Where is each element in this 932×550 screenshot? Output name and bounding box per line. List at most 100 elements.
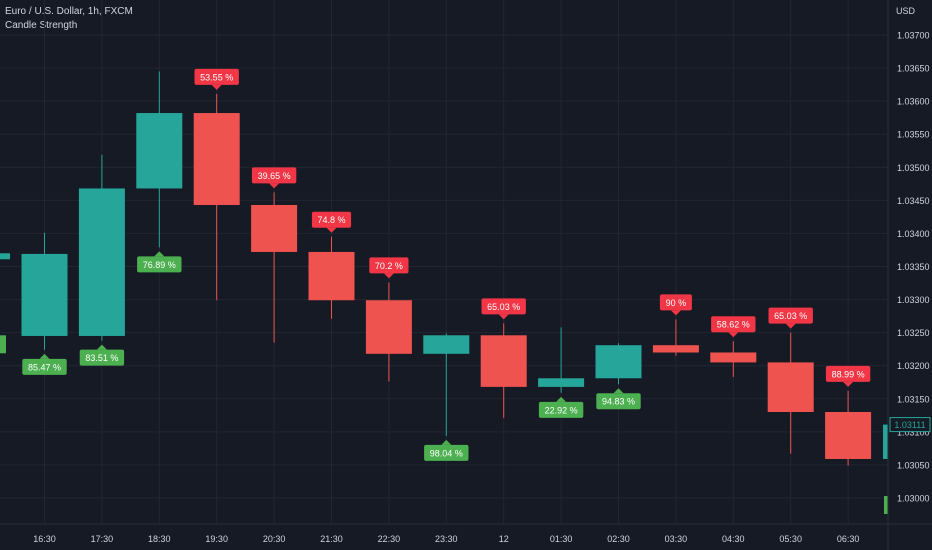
- y-tick-label: 1.03650: [897, 64, 930, 74]
- strength-label-arrow: [154, 251, 165, 257]
- strength-label: 85.47 %: [22, 353, 67, 375]
- strength-label-text: 90 %: [666, 298, 687, 308]
- strength-label-box: [79, 349, 125, 366]
- y-axis-ticks: 1.03000 1.03050 1.03100 1.03150 1.03200 1.032…: [897, 31, 930, 504]
- strength-label-box: [22, 358, 67, 375]
- x-tick-label: 21:30: [320, 534, 343, 544]
- strength-label-box: [137, 256, 182, 273]
- candle-body[interactable]: [78, 188, 125, 336]
- y-tick-label: 1.03500: [897, 163, 930, 173]
- strength-label-arrow: [39, 353, 50, 359]
- strength-label-text: 76.89 %: [143, 260, 176, 270]
- strength-label: 39.65 %: [251, 167, 297, 189]
- y-tick-label: 1.03000: [897, 494, 930, 504]
- x-axis-ticks: 16:30 17:30 18:30 19:30 20:30 21:30 22:30 23:30…: [33, 534, 859, 544]
- strength-label: 65.03 %: [481, 298, 526, 320]
- candle-body[interactable]: [21, 253, 68, 336]
- candle-body[interactable]: [652, 345, 699, 353]
- candle-body[interactable]: [710, 352, 757, 363]
- y-tick-label: 1.03150: [897, 394, 930, 404]
- indicator-name: Candle Strength: [5, 20, 78, 31]
- candle-body[interactable]: [538, 378, 585, 387]
- y-tick-label: 1.03550: [897, 130, 930, 140]
- x-tick-label: 01:30: [550, 534, 573, 544]
- strength-label-text: 22.92 %: [545, 405, 578, 415]
- x-tick-label: 19:30: [205, 534, 228, 544]
- strength-label-text: 53.55 %: [200, 72, 233, 82]
- edge-strength-label-right: [884, 496, 888, 515]
- strength-label: 90 %: [659, 294, 692, 316]
- x-tick-label: 02:30: [607, 534, 630, 544]
- y-tick-label: 1.03100: [897, 427, 930, 437]
- x-tick-label: 03:30: [665, 534, 688, 544]
- y-tick-label: 1.03400: [897, 229, 930, 239]
- strength-label-box: [659, 294, 692, 311]
- candle-body[interactable]: [423, 335, 470, 354]
- x-tick-label: 04:30: [722, 534, 745, 544]
- x-tick-label: 16:30: [33, 534, 56, 544]
- y-tick-label: 1.03600: [897, 97, 930, 107]
- edge-strength-label-left: [0, 335, 6, 354]
- strength-label-box: [768, 307, 813, 324]
- strength-label-text: 98.04 %: [430, 448, 463, 458]
- strength-label-arrow: [211, 84, 222, 90]
- x-tick-label: 20:30: [263, 534, 286, 544]
- strength-label-arrow: [326, 227, 337, 233]
- strength-label-arrow: [613, 388, 624, 394]
- strength-label-box: [711, 316, 756, 333]
- currency-label: USD: [896, 6, 916, 16]
- strength-label-text: 74.8 %: [317, 215, 345, 225]
- x-tick-label: 12: [499, 534, 509, 544]
- strength-label-text: 94.83 %: [602, 397, 635, 407]
- strength-label: 88.99 %: [825, 365, 871, 387]
- strength-label-arrow: [556, 396, 567, 402]
- y-tick-label: 1.03700: [897, 31, 930, 41]
- candle-body[interactable]: [480, 335, 527, 387]
- x-tick-label: 18:30: [148, 534, 171, 544]
- x-tick-label: 06:30: [837, 534, 860, 544]
- candle-body[interactable]: [825, 412, 872, 459]
- chart-title: Euro / U.S. Dollar, 1h, FXCM: [5, 6, 133, 17]
- last-price-text: 1.03111: [894, 420, 925, 430]
- strength-labels: 85.47 % 83.51 % 76.89 % 53.55 % 39.65 % 74.8 …: [22, 68, 871, 461]
- grid-lines: [0, 0, 888, 524]
- candle-body[interactable]: [193, 113, 240, 205]
- strength-label-arrow: [785, 323, 796, 329]
- candle-body[interactable]: [308, 251, 355, 301]
- strength-label-box: [424, 444, 469, 461]
- strength-label: 94.83 %: [596, 388, 641, 410]
- candle-body[interactable]: [595, 345, 642, 379]
- strength-label-arrow: [728, 332, 739, 338]
- candle-body[interactable]: [136, 113, 183, 189]
- strength-label-arrow: [498, 314, 509, 320]
- strength-label-arrow: [843, 381, 854, 387]
- x-tick-label: 22:30: [378, 534, 401, 544]
- candle-body[interactable]: [251, 204, 298, 252]
- strength-label: 83.51 %: [79, 344, 125, 366]
- strength-label-arrow: [441, 439, 452, 445]
- candle-body[interactable]: [365, 300, 412, 354]
- y-tick-label: 1.03350: [897, 262, 930, 272]
- y-tick-label: 1.03300: [897, 295, 930, 305]
- strength-label-text: 65.03 %: [774, 311, 807, 321]
- strength-label: 76.89 %: [137, 251, 182, 273]
- strength-label-box: [194, 68, 239, 85]
- edge-candle-right: [883, 424, 888, 459]
- strength-label: 58.62 %: [711, 316, 756, 338]
- strength-label-arrow: [269, 183, 280, 189]
- strength-label-arrow: [383, 273, 394, 279]
- strength-label-box: [311, 211, 352, 228]
- strength-label: 22.92 %: [538, 396, 584, 418]
- y-tick-label: 1.03450: [897, 196, 930, 206]
- strength-label-box: [251, 167, 297, 184]
- strength-label-text: 83.51 %: [85, 353, 118, 363]
- x-tick-label: 05:30: [779, 534, 802, 544]
- last-price-badge: 1.03111: [889, 417, 931, 433]
- edge-candle-left: [0, 253, 10, 260]
- candle-body[interactable]: [767, 362, 814, 413]
- strength-label-box: [369, 257, 409, 274]
- strength-label-box: [481, 298, 526, 315]
- strength-label-text: 58.62 %: [717, 320, 750, 330]
